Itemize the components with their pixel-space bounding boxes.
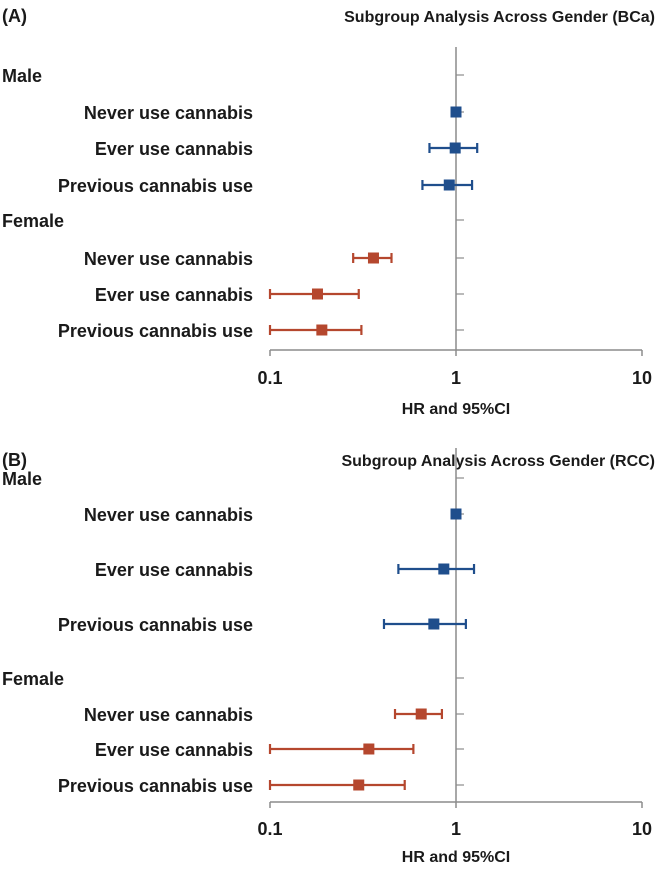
panel-a-row-label: Never use cannabis [84, 103, 253, 123]
panel-b-x-axis-label: HR and 95%CI [402, 849, 510, 866]
panel-a-row-label: Previous cannabis use [58, 176, 253, 196]
panel-b-row-label: Never use cannabis [84, 705, 253, 725]
panel-a-hr-point-marker [367, 252, 379, 264]
panel-a-x-tick-label: 0.1 [257, 368, 282, 388]
panel-b-x-tick-label: 0.1 [257, 819, 282, 839]
panel-b-row-label: Never use cannabis [84, 505, 253, 525]
panel-b-hr-point-marker [363, 743, 375, 755]
panel-a-row-label: Previous cannabis use [58, 321, 253, 341]
panel-a-x-axis-label: HR and 95%CI [402, 401, 510, 418]
panel-b-group-label: Male [2, 469, 42, 489]
panel-b-hr-point-marker [415, 708, 427, 720]
panel-a-hr-point-marker [449, 142, 461, 154]
panel-a-group-label: Male [2, 66, 42, 86]
panel-b-label: (B) [2, 450, 27, 470]
panel-b-row-label: Ever use cannabis [95, 560, 253, 580]
panel-b-hr-point-marker [438, 563, 450, 575]
panel-a-row-label: Ever use cannabis [95, 139, 253, 159]
panel-b-hr-point-marker [428, 618, 440, 630]
panel-b-title: Subgroup Analysis Across Gender (RCC) [341, 453, 655, 470]
panel-a-hr-point-marker [311, 288, 323, 300]
panel-b-x-tick-label: 10 [632, 819, 652, 839]
panel-a-hr-point-marker [450, 106, 462, 118]
panel-b-hr-point-marker [450, 508, 462, 520]
panel-b-hr-point-marker [353, 779, 365, 791]
panel-a-label: (A) [2, 6, 27, 26]
panel-b-row-label: Previous cannabis use [58, 615, 253, 635]
panel-a-row-label: Ever use cannabis [95, 285, 253, 305]
panel-b-group-label: Female [2, 669, 64, 689]
panel-a-hr-point-marker [443, 179, 455, 191]
panel-b-row-label: Previous cannabis use [58, 776, 253, 796]
panel-a-x-tick-label: 1 [451, 368, 461, 388]
panel-b-x-tick-label: 1 [451, 819, 461, 839]
panel-a-group-label: Female [2, 211, 64, 231]
panel-a-hr-point-marker [316, 324, 328, 336]
panel-a-x-tick-label: 10 [632, 368, 652, 388]
panel-a-row-label: Never use cannabis [84, 249, 253, 269]
panel-a-title: Subgroup Analysis Across Gender (BCa) [344, 9, 655, 26]
panel-b-row-label: Ever use cannabis [95, 740, 253, 760]
